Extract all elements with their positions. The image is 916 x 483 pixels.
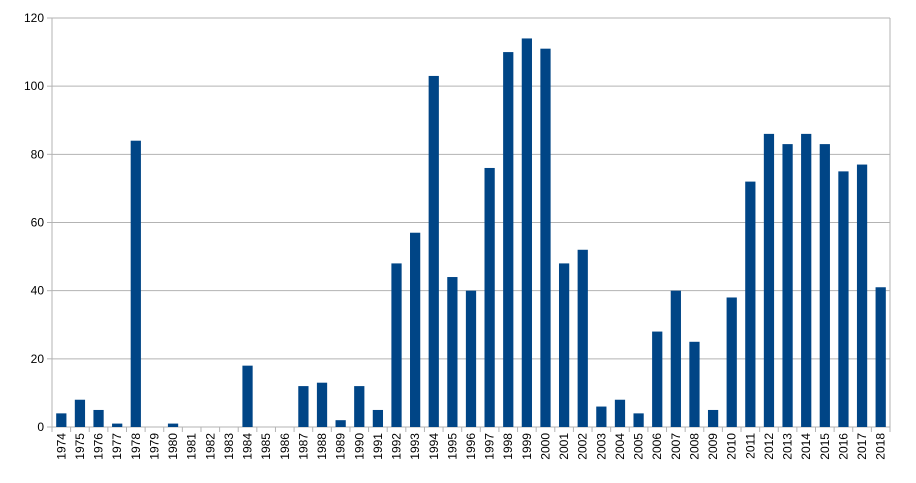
x-tick-label: 1994 [427,433,441,460]
x-tick-label: 1975 [73,433,87,460]
bar-1978 [130,140,141,427]
x-tick-label: 1995 [445,433,459,460]
x-tick-label: 1982 [203,433,217,460]
x-tick-label: 2014 [799,433,813,460]
bar-1999 [521,38,532,427]
bar-2004 [614,399,626,427]
bar-1988 [316,382,328,427]
bar-2009 [707,409,719,427]
bar-2015 [819,144,830,427]
x-tick-label: 1987 [296,433,310,460]
x-tick-label: 2015 [818,433,832,460]
bar-1977 [112,423,123,427]
x-tick-label: 2018 [874,433,888,460]
bar-1995 [447,277,458,427]
bar-2000 [540,48,551,428]
x-tick-label: 2004 [613,433,627,460]
x-tick-label: 1993 [408,433,422,460]
x-axis-ticks: 1974 1975 1976 1977 1978 1979 1980 1981 1982 1983… [51,427,891,460]
bar-1990 [354,386,365,427]
x-tick-label: 2009 [706,433,720,460]
x-tick-label: 2001 [557,433,571,460]
bar-2007 [670,290,681,427]
x-tick-label: 2008 [687,433,701,460]
bar-1992 [391,263,402,427]
bars [56,38,886,428]
bar-2013 [782,144,793,427]
x-tick-label: 2006 [650,433,664,460]
bar-1993 [410,232,421,427]
bar-2018 [875,287,886,427]
y-tick-label: 20 [31,352,45,366]
x-tick-label: 1999 [520,433,534,460]
bar-2010 [726,297,737,427]
bar-1989 [335,420,346,427]
x-tick-label: 1976 [92,433,106,460]
x-tick-label: 2017 [855,433,869,460]
x-tick-label: 1992 [390,433,404,460]
x-tick-label: 1979 [147,433,161,460]
bar-1987 [298,386,309,427]
bar-1996 [465,290,477,427]
bar-1994 [428,75,439,428]
bar-2003 [596,406,607,427]
bar-1997 [484,167,495,427]
x-tick-label: 1996 [464,433,478,460]
x-tick-label: 1974 [54,433,68,460]
bar-2014 [801,133,812,427]
x-tick-label: 1997 [483,433,497,460]
y-tick-label: 40 [31,284,45,298]
bar-2002 [577,249,588,427]
bar-1980 [167,423,179,427]
x-tick-label: 1989 [334,433,348,460]
bar-1991 [372,409,384,427]
x-tick-label: 1985 [259,433,273,460]
bar-2012 [763,133,775,427]
x-tick-label: 2007 [669,433,683,460]
x-tick-label: 1977 [110,433,124,460]
bar-1984 [242,365,253,427]
bar-2005 [633,413,644,427]
x-tick-label: 2000 [538,433,552,460]
bar-1975 [74,399,86,427]
x-tick-label: 2002 [576,433,590,460]
x-tick-label: 1978 [129,433,143,460]
bar-2017 [856,164,868,427]
x-tick-label: 1990 [352,433,366,460]
x-tick-label: 2013 [781,433,795,460]
x-tick-label: 1981 [185,433,199,460]
x-tick-label: 2005 [632,433,646,460]
x-tick-label: 1988 [315,433,329,460]
x-tick-label: 2016 [836,433,850,460]
y-tick-label: 60 [31,216,45,230]
x-tick-label: 1991 [371,433,385,460]
y-tick-label: 80 [31,147,45,161]
bar-1998 [503,52,514,427]
x-tick-label: 2011 [743,433,757,459]
x-tick-label: 1983 [222,433,236,460]
x-tick-label: 1984 [241,433,255,460]
x-tick-label: 2003 [594,433,608,460]
bar-2016 [838,171,849,427]
x-tick-label: 1986 [278,433,292,460]
bar-1974 [56,413,67,427]
y-tick-label: 120 [24,11,44,25]
x-tick-label: 2010 [725,433,739,460]
bar-2006 [652,331,663,427]
x-tick-label: 1998 [501,433,515,460]
bar-2001 [558,263,570,427]
bar-2008 [689,341,700,427]
bar-1976 [93,409,104,427]
y-axis-ticks: 0 20 40 60 80 100 120 [24,11,44,434]
y-tick-label: 0 [37,420,44,434]
x-tick-label: 1980 [166,433,180,460]
x-tick-label: 2012 [762,433,776,460]
bar-2011 [745,181,756,427]
y-tick-label: 100 [24,79,44,93]
